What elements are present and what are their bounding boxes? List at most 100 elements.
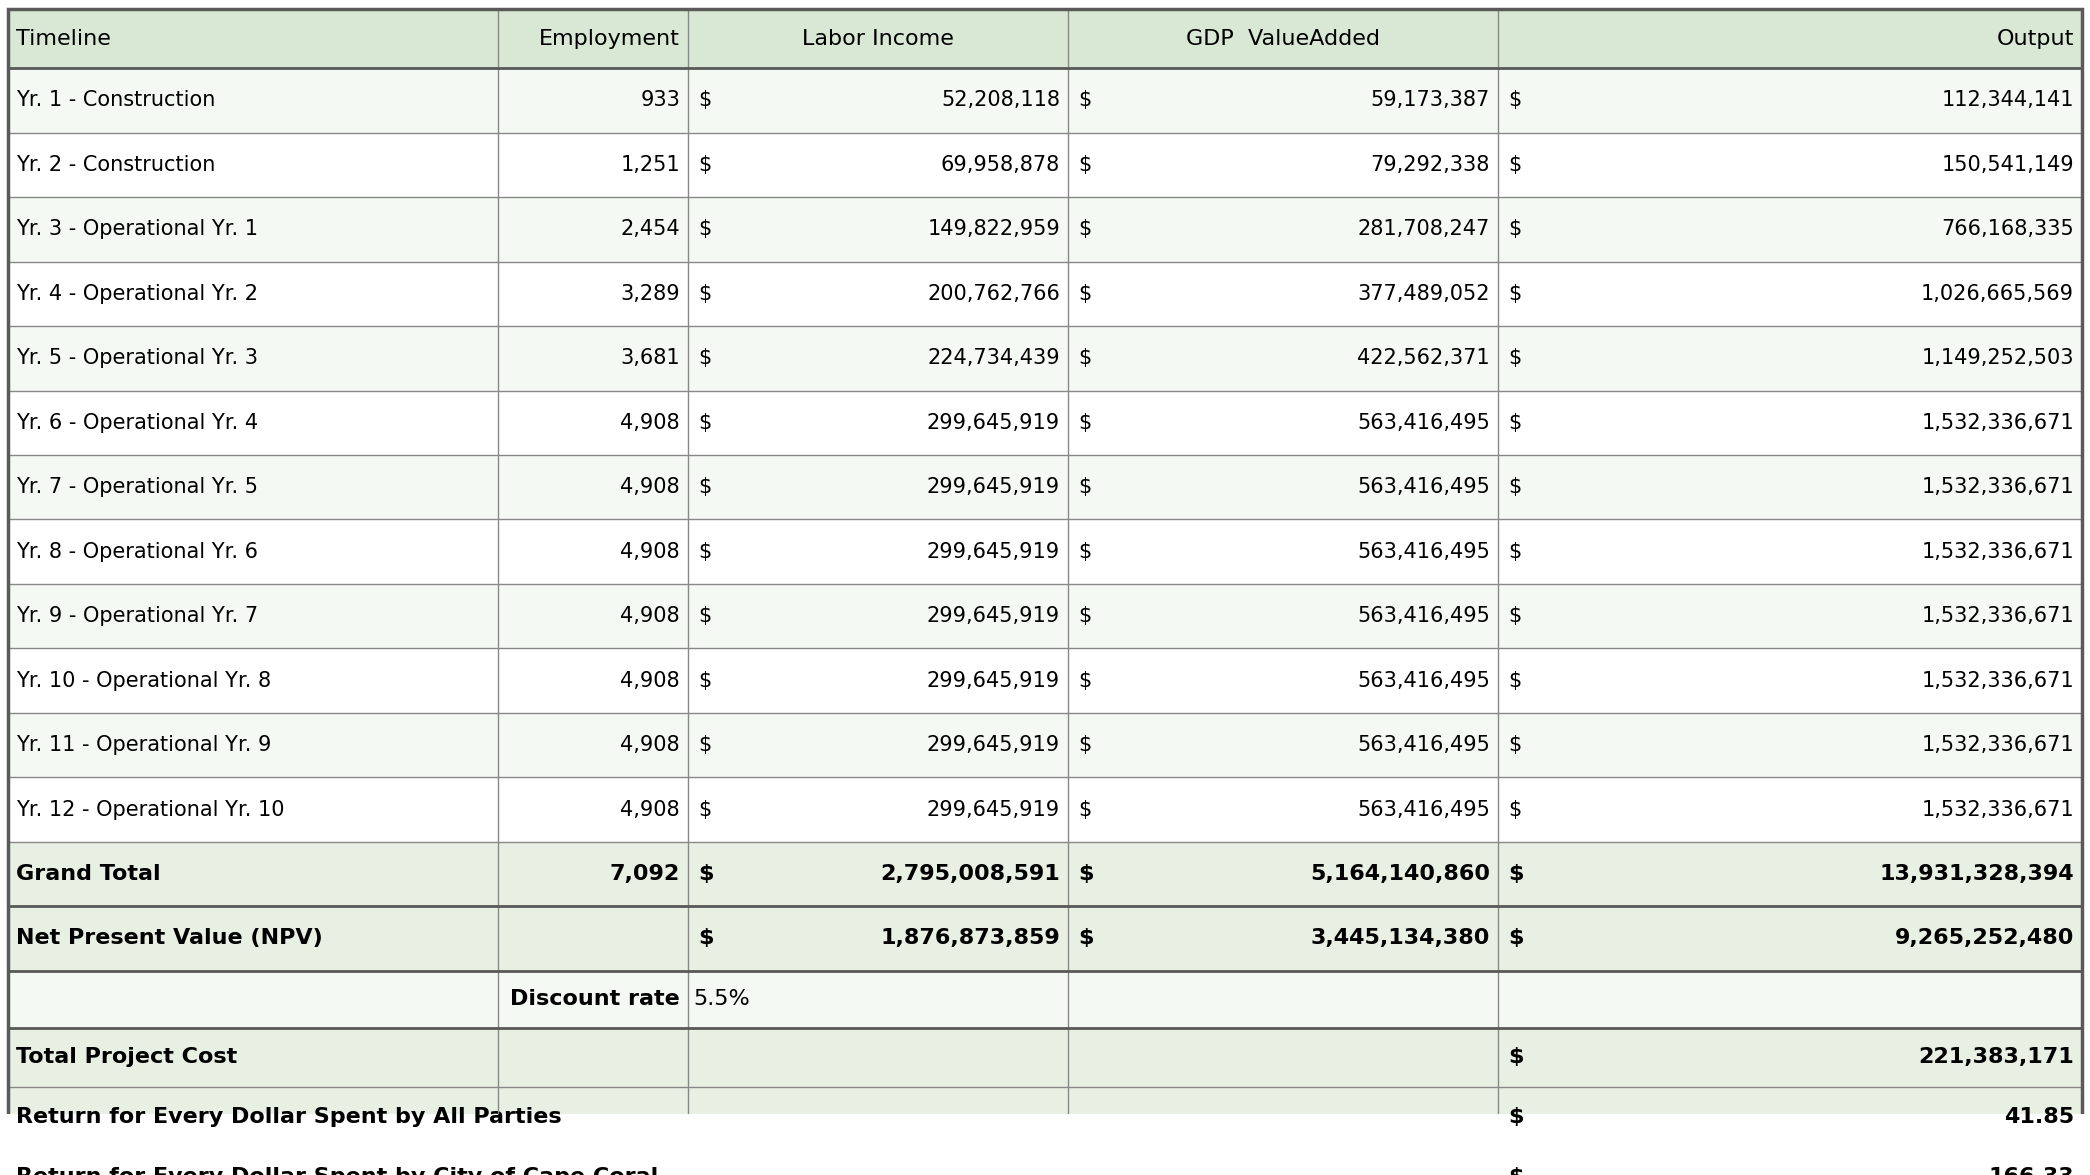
Text: $: $: [1509, 1167, 1524, 1175]
Text: 299,645,919: 299,645,919: [926, 542, 1060, 562]
Bar: [8, 713, 2082, 778]
Text: $: $: [1509, 671, 1522, 691]
Text: $: $: [1078, 412, 1091, 432]
Bar: [8, 1147, 2082, 1175]
Text: 933: 933: [640, 90, 679, 110]
Text: $: $: [698, 542, 711, 562]
Text: $: $: [1078, 606, 1091, 626]
Text: $: $: [1509, 1047, 1524, 1067]
Text: $: $: [698, 348, 711, 368]
Text: Yr. 8 - Operational Yr. 6: Yr. 8 - Operational Yr. 6: [17, 542, 257, 562]
Text: 4,908: 4,908: [621, 736, 679, 756]
Text: 4,908: 4,908: [621, 542, 679, 562]
Bar: [497, 9, 688, 68]
Text: $: $: [1509, 542, 1522, 562]
Text: $: $: [698, 412, 711, 432]
Text: $: $: [1078, 348, 1091, 368]
Bar: [8, 519, 2082, 584]
Text: 766,168,335: 766,168,335: [1942, 220, 2073, 240]
Text: 563,416,495: 563,416,495: [1356, 477, 1490, 497]
Text: 3,289: 3,289: [621, 284, 679, 304]
Text: $: $: [1509, 799, 1522, 819]
Text: 422,562,371: 422,562,371: [1356, 348, 1490, 368]
Text: $: $: [1509, 348, 1522, 368]
Text: $: $: [698, 90, 711, 110]
Text: $: $: [1078, 220, 1091, 240]
Text: 1,532,336,671: 1,532,336,671: [1921, 477, 2073, 497]
Text: $: $: [698, 477, 711, 497]
Text: 1,532,336,671: 1,532,336,671: [1921, 412, 2073, 432]
Text: $: $: [1078, 155, 1091, 175]
Text: $: $: [698, 671, 711, 691]
Text: Return for Every Dollar Spent by City of Cape Coral: Return for Every Dollar Spent by City of…: [17, 1167, 658, 1175]
Text: $: $: [698, 799, 711, 819]
Bar: [8, 906, 2082, 971]
Text: 563,416,495: 563,416,495: [1356, 671, 1490, 691]
Text: 563,416,495: 563,416,495: [1356, 799, 1490, 819]
Text: $: $: [1509, 220, 1522, 240]
Bar: [8, 778, 2082, 841]
Text: 221,383,171: 221,383,171: [1919, 1047, 2073, 1067]
Text: 9,265,252,480: 9,265,252,480: [1896, 928, 2073, 948]
Text: $: $: [1509, 1107, 1524, 1127]
Bar: [8, 971, 2082, 1027]
Bar: [8, 262, 2082, 327]
Text: Yr. 7 - Operational Yr. 5: Yr. 7 - Operational Yr. 5: [17, 477, 257, 497]
Text: 299,645,919: 299,645,919: [926, 412, 1060, 432]
Text: 563,416,495: 563,416,495: [1356, 736, 1490, 756]
Text: 1,876,873,859: 1,876,873,859: [880, 928, 1060, 948]
Bar: [8, 390, 2082, 455]
Text: Labor Income: Labor Income: [803, 29, 953, 49]
Text: 1,026,665,569: 1,026,665,569: [1921, 284, 2073, 304]
Text: 299,645,919: 299,645,919: [926, 606, 1060, 626]
Text: $: $: [698, 220, 711, 240]
Text: $: $: [698, 606, 711, 626]
Text: $: $: [1078, 928, 1093, 948]
Text: Yr. 9 - Operational Yr. 7: Yr. 9 - Operational Yr. 7: [17, 606, 259, 626]
Bar: [8, 584, 2082, 649]
Text: 563,416,495: 563,416,495: [1356, 606, 1490, 626]
Text: 4,908: 4,908: [621, 477, 679, 497]
Text: 166.33: 166.33: [1988, 1167, 2073, 1175]
Text: $: $: [698, 155, 711, 175]
Text: 563,416,495: 563,416,495: [1356, 412, 1490, 432]
Text: $: $: [1509, 864, 1524, 884]
Text: $: $: [1078, 90, 1091, 110]
Text: $: $: [698, 284, 711, 304]
Bar: [8, 9, 497, 68]
Text: 200,762,766: 200,762,766: [928, 284, 1060, 304]
Text: 112,344,141: 112,344,141: [1942, 90, 2073, 110]
Bar: [8, 455, 2082, 519]
Text: 299,645,919: 299,645,919: [926, 477, 1060, 497]
Bar: [8, 327, 2082, 390]
Text: 299,645,919: 299,645,919: [926, 736, 1060, 756]
Text: $: $: [1509, 606, 1522, 626]
Text: $: $: [1078, 542, 1091, 562]
Text: Yr. 6 - Operational Yr. 4: Yr. 6 - Operational Yr. 4: [17, 412, 259, 432]
Text: Output: Output: [1996, 29, 2073, 49]
Bar: [8, 133, 2082, 197]
Bar: [8, 197, 2082, 262]
Text: 1,532,336,671: 1,532,336,671: [1921, 671, 2073, 691]
Bar: [8, 649, 2082, 713]
Text: 563,416,495: 563,416,495: [1356, 542, 1490, 562]
Text: GDP  ValueAdded: GDP ValueAdded: [1185, 29, 1379, 49]
Text: 4,908: 4,908: [621, 606, 679, 626]
Bar: [8, 1027, 2082, 1087]
Text: Yr. 1 - Construction: Yr. 1 - Construction: [17, 90, 215, 110]
Text: 149,822,959: 149,822,959: [928, 220, 1060, 240]
Bar: [8, 68, 2082, 133]
Text: 41.85: 41.85: [2004, 1107, 2073, 1127]
Text: $: $: [1509, 928, 1524, 948]
Text: Grand Total: Grand Total: [17, 864, 161, 884]
Bar: [8, 841, 2082, 906]
Text: Yr. 5 - Operational Yr. 3: Yr. 5 - Operational Yr. 3: [17, 348, 257, 368]
Text: Net Present Value (NPV): Net Present Value (NPV): [17, 928, 322, 948]
Text: 4,908: 4,908: [621, 671, 679, 691]
Text: 52,208,118: 52,208,118: [940, 90, 1060, 110]
Text: Total Project Cost: Total Project Cost: [17, 1047, 238, 1067]
Text: 1,532,336,671: 1,532,336,671: [1921, 736, 2073, 756]
Text: 5.5%: 5.5%: [694, 989, 750, 1009]
Text: $: $: [698, 736, 711, 756]
Text: 2,454: 2,454: [621, 220, 679, 240]
